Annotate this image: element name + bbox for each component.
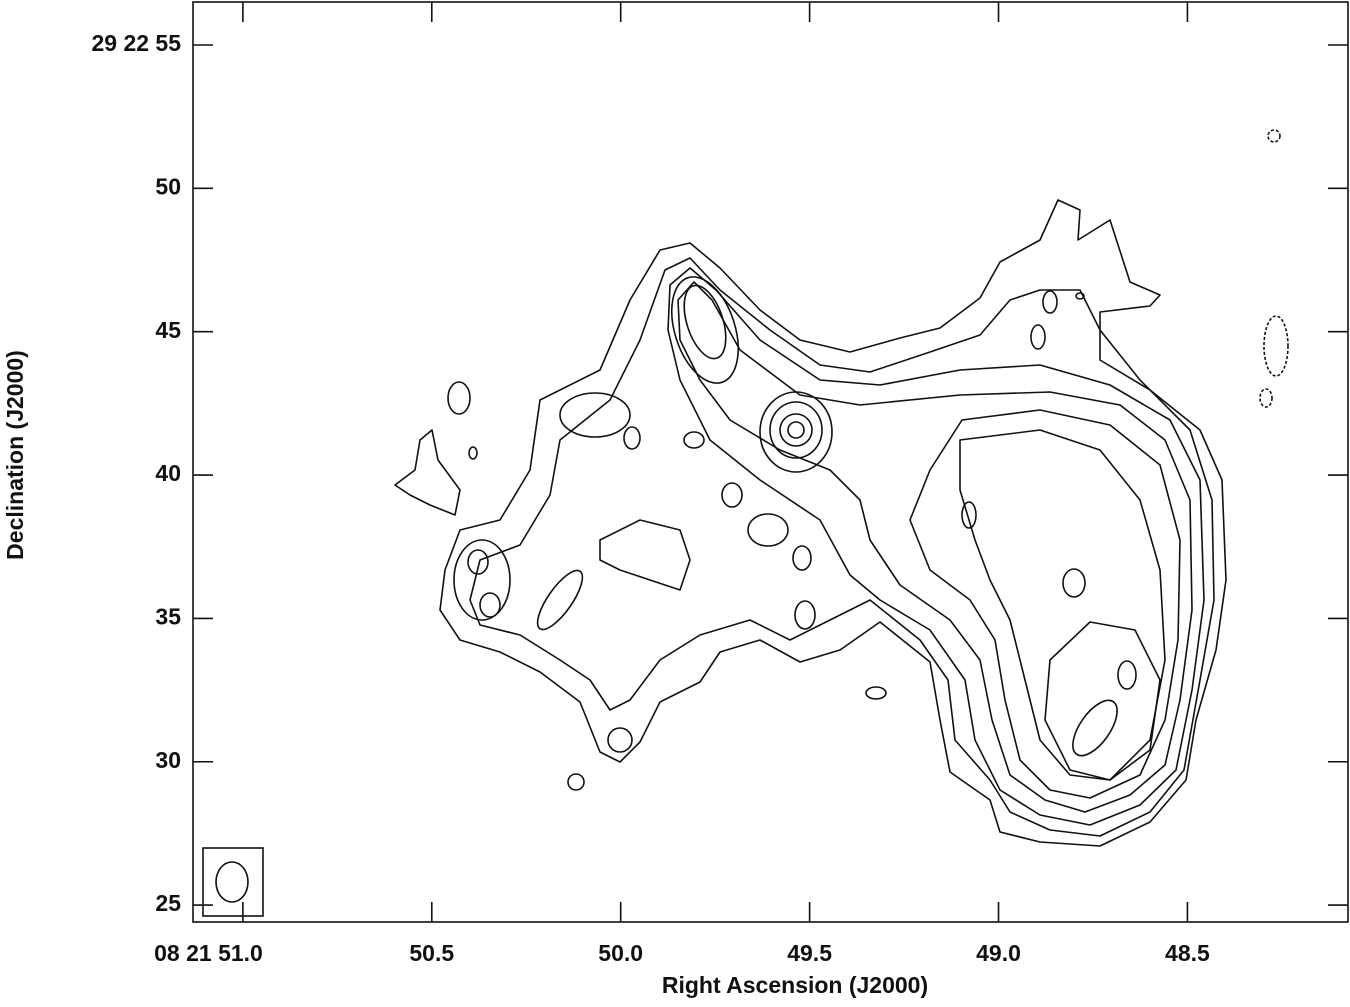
contour (623, 426, 641, 450)
x-axis-label: Right Ascension (J2000) (662, 972, 928, 998)
contour (769, 401, 823, 459)
contour (1259, 388, 1273, 408)
contour (567, 773, 585, 791)
contour (1072, 699, 1118, 757)
x-tick-label: 48.5 (1165, 940, 1210, 966)
y-axis-label: Declination (J2000) (2, 350, 28, 560)
contour (759, 391, 833, 473)
beam-box (202, 847, 264, 917)
y-tick-label: 29 22 55 (91, 30, 181, 56)
contour (909, 409, 1181, 799)
contour (453, 539, 511, 621)
contour (467, 549, 489, 575)
contour (779, 413, 813, 447)
contour (1062, 568, 1086, 598)
contour (683, 284, 727, 360)
contour (670, 276, 740, 384)
contour (1042, 290, 1058, 314)
contour (677, 281, 1193, 813)
contour (747, 513, 789, 547)
x-tick-label: 50.0 (598, 940, 643, 966)
contours (394, 129, 1289, 847)
x-tick-label: 49.5 (787, 940, 832, 966)
beam-ellipse (215, 861, 249, 903)
x-tick-label: 49.0 (976, 940, 1021, 966)
x-tick-label: 50.5 (409, 940, 454, 966)
contour (792, 545, 812, 571)
contour (1075, 292, 1085, 300)
contour (787, 421, 805, 439)
plot-frame (192, 1, 1349, 923)
contour (721, 482, 743, 508)
contour (1263, 315, 1289, 377)
contour (439, 199, 1227, 847)
contour (1044, 621, 1161, 781)
contour (667, 267, 1205, 826)
contour (447, 381, 471, 415)
y-tick-label: 45 (155, 317, 181, 343)
x-tick-label: 08 21 51.0 (154, 940, 263, 966)
y-tick-label: 25 (155, 890, 181, 916)
contour (1117, 660, 1137, 690)
contour (959, 429, 1166, 781)
contour (961, 501, 977, 529)
y-tick-label: 35 (155, 603, 181, 629)
contour (1267, 129, 1281, 143)
contour (469, 257, 1215, 837)
contour (479, 592, 501, 618)
contour (865, 686, 887, 700)
contour (468, 446, 478, 460)
contour (683, 431, 705, 449)
contour (559, 392, 631, 438)
y-tick-label: 30 (155, 747, 181, 773)
contour (1030, 324, 1046, 350)
contour (794, 600, 816, 630)
contour (394, 429, 461, 516)
contour (599, 519, 691, 591)
contour (536, 569, 584, 631)
y-tick-label: 40 (155, 460, 181, 486)
contour (607, 727, 633, 753)
y-tick-label: 50 (155, 173, 181, 199)
beam (202, 847, 264, 917)
